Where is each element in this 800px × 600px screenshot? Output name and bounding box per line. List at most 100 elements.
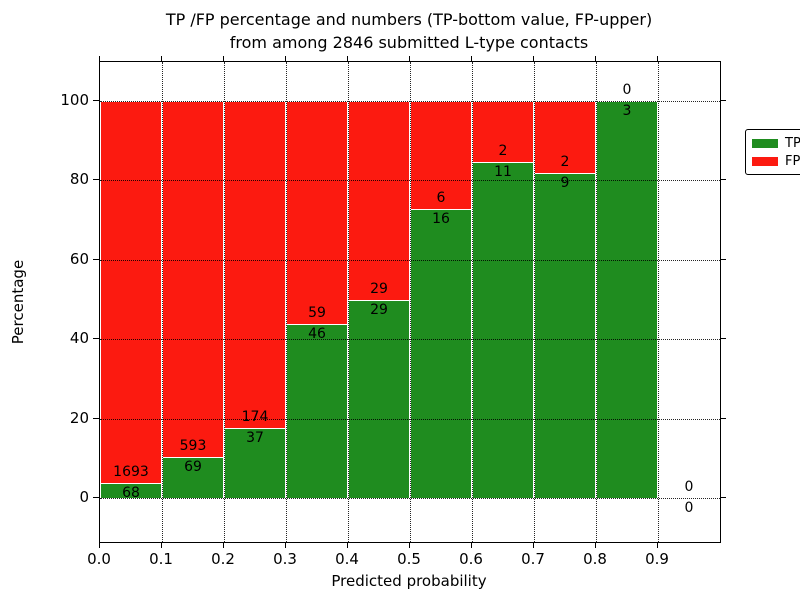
- x-tick-top-6: [471, 56, 472, 61]
- plot-area: 1693 68 593 69 174 37 59 46 29 29 6 16 2 11 2 9 0 3 0 0 TP …: [99, 61, 800, 543]
- x-tick-bottom-6: [471, 542, 472, 548]
- bar-segment-fp-bin7: [534, 101, 596, 174]
- bar-segment-tp-bin1: [162, 456, 224, 498]
- fp-count-label-bin6: 2: [498, 143, 508, 160]
- y-tick-label-80: 80: [69, 170, 89, 189]
- y-tick-label-60: 60: [69, 249, 89, 268]
- horizontal-gridline-80: [100, 180, 720, 182]
- tp-count-label-bin9: 0: [684, 500, 694, 516]
- y-tick-right-40: [720, 338, 726, 340]
- x-tick-top-3: [285, 56, 286, 61]
- vertical-gridline-0.6: [472, 62, 473, 542]
- fp-count-label-bin7: 2: [560, 154, 570, 171]
- chart-title: TP /FP percentage and numbers (TP-bottom…: [99, 8, 719, 54]
- horizontal-gridline-40: [100, 339, 720, 341]
- x-tick-label-9: 0.9: [645, 550, 669, 568]
- bar-segment-fp-bin4: [348, 101, 410, 300]
- y-tick-left-20: [93, 417, 99, 419]
- y-tick-left-100: [93, 100, 99, 101]
- bar-segment-fp-bin6: [472, 101, 534, 163]
- x-tick-bottom-2: [223, 542, 224, 548]
- y-tick-right-60: [720, 258, 726, 260]
- x-tick-top-2: [223, 56, 224, 61]
- tp-count-label-bin4: 29: [370, 301, 388, 318]
- x-tick-bottom-8: [595, 542, 596, 548]
- x-tick-label-6: 0.6: [459, 550, 483, 568]
- vertical-gridline-0.4: [348, 62, 349, 542]
- fp-count-label-bin3: 59: [308, 305, 326, 322]
- bar-segment-tp-bin3: [286, 324, 348, 498]
- bar-segment-tp-bin8: [596, 101, 658, 498]
- horizontal-gridline-100: [100, 101, 720, 102]
- vertical-gridline-0.2: [224, 62, 225, 542]
- x-tick-bottom-4: [347, 542, 348, 548]
- x-tick-top-5: [409, 56, 410, 61]
- bar-segment-tp-bin6: [472, 162, 534, 498]
- tp-count-label-bin3: 46: [308, 326, 326, 343]
- y-tick-label-20: 20: [69, 408, 89, 427]
- chart-title-line1: TP /FP percentage and numbers (TP-bottom…: [165, 10, 653, 29]
- x-tick-label-5: 0.5: [397, 550, 421, 568]
- vertical-gridline-0.7: [534, 62, 535, 542]
- tp-count-label-bin7: 9: [560, 175, 570, 192]
- y-tick-left-80: [93, 179, 99, 181]
- fp-count-label-bin2: 174: [241, 409, 269, 426]
- vertical-gridline-0.1: [162, 62, 163, 542]
- tp-color-swatch: [752, 138, 778, 148]
- y-tick-label-40: 40: [69, 329, 89, 348]
- x-tick-label-4: 0.4: [335, 550, 359, 568]
- fp-count-label-bin5: 6: [436, 190, 446, 207]
- x-tick-label-7: 0.7: [521, 550, 545, 568]
- bar-segment-tp-bin2: [224, 428, 286, 498]
- vertical-gridline-0.5: [410, 62, 411, 542]
- legend-item-fp: FP: [752, 155, 800, 168]
- tp-count-label-bin2: 37: [246, 430, 264, 447]
- x-tick-bottom-9: [657, 542, 658, 548]
- x-tick-top-1: [161, 56, 162, 61]
- x-tick-top-4: [347, 56, 348, 61]
- fp-color-swatch: [752, 156, 778, 166]
- bar-segment-tp-bin0: [100, 482, 162, 498]
- horizontal-gridline-20: [100, 418, 720, 420]
- legend-label-tp: TP: [785, 135, 800, 151]
- bar-segment-fp-bin3: [286, 101, 348, 325]
- bar-segment-fp-bin0: [100, 101, 162, 483]
- y-tick-left-0: [93, 497, 99, 498]
- y-tick-label-100: 100: [60, 91, 89, 109]
- x-tick-top-0: [99, 56, 100, 61]
- vertical-gridline-0.9: [658, 62, 659, 542]
- fp-count-label-bin4: 29: [370, 280, 388, 297]
- x-tick-bottom-0: [99, 542, 100, 548]
- y-tick-left-40: [93, 338, 99, 340]
- y-tick-right-100: [720, 100, 726, 101]
- x-tick-label-1: 0.1: [149, 550, 173, 568]
- x-axis-label: Predicted probability: [331, 572, 487, 590]
- bar-segment-tp-bin7: [534, 173, 596, 498]
- horizontal-gridline-60: [100, 259, 720, 261]
- tp-count-label-bin1: 69: [184, 458, 202, 475]
- fp-count-label-bin1: 593: [179, 437, 207, 454]
- x-tick-label-8: 0.8: [583, 550, 607, 568]
- x-tick-label-2: 0.2: [211, 550, 235, 568]
- bar-segment-tp-bin4: [348, 299, 410, 498]
- tp-count-label-bin0: 68: [122, 484, 140, 501]
- legend-label-fp: FP: [785, 153, 800, 169]
- y-tick-right-20: [720, 417, 726, 419]
- bar-segment-tp-bin5: [410, 209, 472, 498]
- x-tick-top-7: [533, 56, 534, 61]
- x-tick-label-3: 0.3: [273, 550, 297, 568]
- y-tick-right-0: [720, 497, 726, 498]
- legend: TP FP: [745, 129, 800, 175]
- y-tick-left-60: [93, 258, 99, 260]
- fp-count-label-bin8: 0: [622, 82, 632, 98]
- x-tick-top-8: [595, 56, 596, 61]
- x-tick-top-9: [657, 56, 658, 61]
- vertical-gridline-0.8: [596, 62, 597, 542]
- x-tick-bottom-1: [161, 542, 162, 548]
- tp-count-label-bin6: 11: [494, 164, 512, 181]
- fp-count-label-bin0: 1693: [113, 463, 149, 480]
- x-tick-bottom-3: [285, 542, 286, 548]
- chart-title-line2: from among 2846 submitted L-type contact…: [229, 33, 589, 52]
- horizontal-gridline-0: [100, 498, 720, 499]
